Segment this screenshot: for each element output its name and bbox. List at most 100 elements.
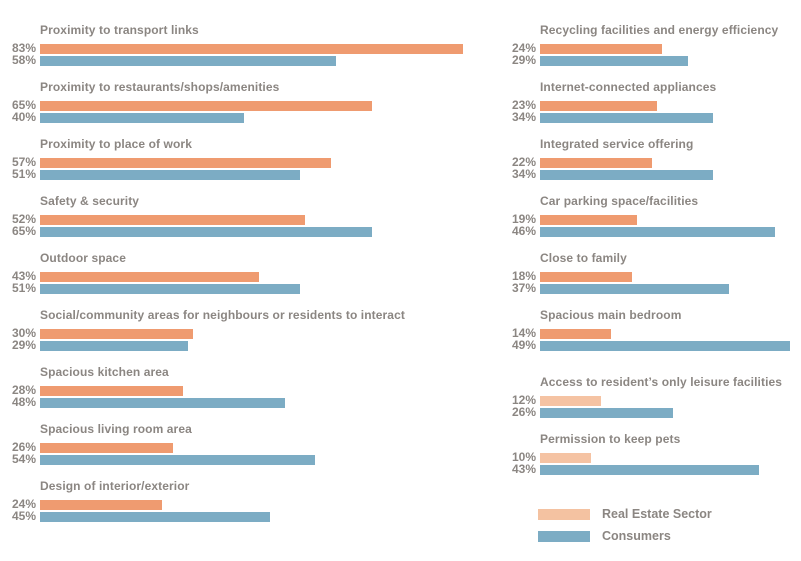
- bar-consumers: [540, 169, 714, 180]
- bar-line: 26%: [5, 441, 505, 453]
- chart-row: Spacious main bedroom 14% 49%: [505, 308, 801, 352]
- legend-item-real-estate-sector: Real Estate Sector: [538, 507, 801, 521]
- chart-row: Recycling facilities and energy efficien…: [505, 23, 801, 67]
- chart-row: Close to family 18% 37%: [505, 251, 801, 295]
- bar-line: 19%: [505, 212, 801, 226]
- bar-line: 49%: [505, 338, 801, 352]
- category-label: Integrated service offering: [540, 137, 694, 151]
- category-label: Proximity to restaurants/shops/amenities: [40, 80, 280, 94]
- bar-real-estate-sector: [40, 43, 464, 54]
- value-label: 58%: [11, 53, 36, 67]
- bar-real-estate-sector: [40, 328, 193, 339]
- value-label: 43%: [11, 269, 36, 283]
- bar-line: 23%: [505, 98, 801, 112]
- bar-line: 10%: [505, 451, 801, 463]
- bar-line: 29%: [505, 53, 801, 67]
- bar-line: 48%: [5, 396, 505, 408]
- chart-row: Spacious living room area 26% 54%: [5, 422, 505, 466]
- category-label: Internet-connected appliances: [540, 80, 717, 94]
- value-label: 19%: [511, 212, 536, 226]
- category-label: Close to family: [540, 251, 627, 265]
- value-label: 54%: [11, 452, 36, 466]
- bar-line: 46%: [505, 225, 801, 237]
- bar-line: 52%: [5, 212, 505, 226]
- bar-real-estate-sector: [40, 100, 372, 111]
- value-label: 65%: [11, 224, 36, 238]
- bar-real-estate-sector: [40, 499, 163, 510]
- bar-real-estate-sector: [540, 157, 653, 168]
- bar-line: 34%: [505, 110, 801, 124]
- bar-consumers: [540, 464, 760, 475]
- bar-consumers: [540, 283, 729, 294]
- chart-row: Access to resident’s only leisure facili…: [505, 375, 801, 419]
- legend-item-consumers: Consumers: [538, 529, 801, 543]
- value-label: 24%: [11, 497, 36, 511]
- value-label: 14%: [511, 326, 536, 340]
- value-label: 49%: [511, 338, 536, 352]
- chart-row: Social/community areas for neighbours or…: [5, 308, 505, 352]
- bar-real-estate-sector: [40, 214, 306, 225]
- bar-line: 34%: [505, 168, 801, 180]
- bar-consumers: [40, 226, 372, 237]
- bar-line: 14%: [505, 326, 801, 340]
- category-label: Access to resident’s only leisure facili…: [540, 375, 783, 389]
- bar-real-estate-sector: [540, 395, 602, 406]
- category-label: Spacious living room area: [40, 422, 192, 436]
- chart-row: Outdoor space 43% 51%: [5, 251, 505, 295]
- bar-line: 45%: [5, 509, 505, 523]
- value-label: 28%: [11, 383, 36, 397]
- chart-column-left: Proximity to transport links 83% 58% Proxim…: [5, 23, 505, 551]
- chart-row: Proximity to transport links 83% 58%: [5, 23, 505, 67]
- category-label: Social/community areas for neighbours or…: [40, 308, 405, 322]
- bar-real-estate-sector: [40, 157, 331, 168]
- bar-real-estate-sector: [40, 385, 183, 396]
- chart-row: Car parking space/facilities 19% 46%: [505, 194, 801, 238]
- bar-consumers: [40, 169, 301, 180]
- category-label: Safety & security: [40, 194, 140, 208]
- value-label: 52%: [11, 212, 36, 226]
- bar-line: 57%: [5, 156, 505, 168]
- chart-row: Integrated service offering 22% 34%: [505, 137, 801, 181]
- chart-row: Permission to keep pets 10% 43%: [505, 432, 801, 476]
- category-label: Proximity to transport links: [40, 23, 199, 37]
- bar-line: 26%: [505, 406, 801, 418]
- bar-line: 65%: [5, 99, 505, 111]
- value-label: 29%: [511, 53, 536, 67]
- value-label: 18%: [511, 269, 536, 283]
- bar-consumers: [40, 397, 285, 408]
- bar-line: 29%: [5, 339, 505, 351]
- category-label: Car parking space/facilities: [540, 194, 699, 208]
- chart-row: Spacious kitchen area 28% 48%: [5, 365, 505, 409]
- legend: Real Estate Sector Consumers: [538, 507, 801, 551]
- value-label: 51%: [11, 281, 36, 295]
- bar-consumers: [40, 283, 301, 294]
- bar-line: 65%: [5, 224, 505, 238]
- value-label: 45%: [11, 509, 36, 523]
- value-label: 23%: [511, 98, 536, 112]
- value-label: 83%: [11, 41, 36, 55]
- bar-consumers: [40, 340, 188, 351]
- bar-real-estate-sector: [540, 452, 591, 463]
- bar-line: 43%: [5, 269, 505, 283]
- category-label: Permission to keep pets: [540, 432, 681, 446]
- bar-consumers: [540, 340, 790, 351]
- value-label: 34%: [511, 110, 536, 124]
- bar-line: 28%: [5, 383, 505, 397]
- value-label: 40%: [11, 110, 36, 124]
- bar-consumers: [40, 511, 270, 522]
- bar-line: 24%: [5, 497, 505, 511]
- chart-row: Design of interior/exterior 24% 45%: [5, 479, 505, 523]
- value-label: 37%: [511, 281, 536, 295]
- bar-line: 24%: [505, 42, 801, 54]
- value-label: 51%: [11, 167, 36, 181]
- bar-consumers: [540, 407, 673, 418]
- legend-label-consumers: Consumers: [602, 529, 671, 543]
- legend-label-real-estate-sector: Real Estate Sector: [602, 507, 712, 521]
- bar-real-estate-sector: [540, 43, 663, 54]
- bar-real-estate-sector: [40, 271, 260, 282]
- bar-consumers: [40, 112, 244, 123]
- category-label: Outdoor space: [40, 251, 126, 265]
- value-label: 43%: [511, 462, 536, 476]
- value-label: 12%: [511, 393, 536, 407]
- bar-line: 18%: [505, 269, 801, 283]
